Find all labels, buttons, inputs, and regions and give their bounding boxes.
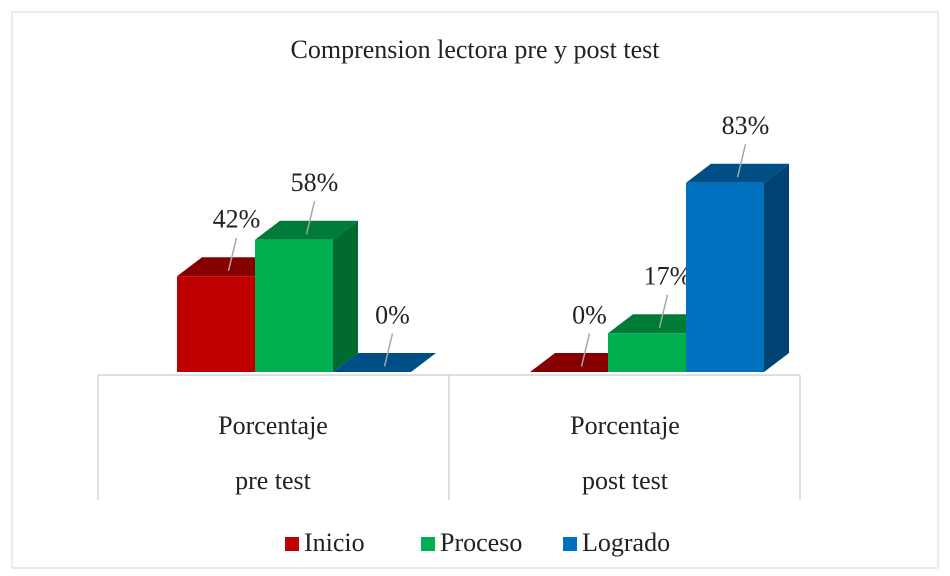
bar-side bbox=[764, 163, 789, 372]
bar-top bbox=[608, 314, 711, 334]
x-tick-label: Porcentaje pre test bbox=[218, 411, 328, 495]
bar bbox=[255, 239, 333, 372]
bar-top bbox=[255, 220, 358, 240]
leader-line bbox=[383, 333, 394, 367]
data-label: 0% bbox=[375, 300, 410, 329]
data-label: 17% bbox=[644, 262, 692, 291]
legend-swatch bbox=[563, 537, 577, 551]
leader-line bbox=[736, 144, 747, 178]
leader-line bbox=[580, 333, 591, 367]
bar-top bbox=[333, 353, 436, 372]
x-tick-label: Porcentaje post test bbox=[570, 411, 680, 495]
data-label: 0% bbox=[572, 300, 607, 329]
legend-label: Logrado bbox=[582, 528, 670, 557]
chart-title: Comprension lectora pre y post test bbox=[291, 35, 661, 64]
bar bbox=[177, 276, 255, 372]
bar bbox=[686, 182, 764, 372]
bar-top bbox=[530, 353, 633, 372]
legend-label: Proceso bbox=[440, 528, 522, 557]
bar bbox=[608, 333, 686, 372]
chart-frame bbox=[11, 11, 939, 569]
leader-line bbox=[305, 201, 316, 235]
leader-line bbox=[658, 294, 669, 328]
bar-side bbox=[333, 220, 358, 372]
leader-line bbox=[227, 237, 238, 271]
bar-top bbox=[177, 257, 280, 277]
legend-label: Inicio bbox=[304, 528, 365, 557]
data-label: 58% bbox=[291, 168, 339, 197]
data-label: 42% bbox=[213, 205, 261, 234]
data-label: 83% bbox=[722, 111, 770, 140]
legend-swatch bbox=[285, 537, 299, 551]
legend-swatch bbox=[421, 537, 435, 551]
bar-top bbox=[686, 163, 789, 183]
